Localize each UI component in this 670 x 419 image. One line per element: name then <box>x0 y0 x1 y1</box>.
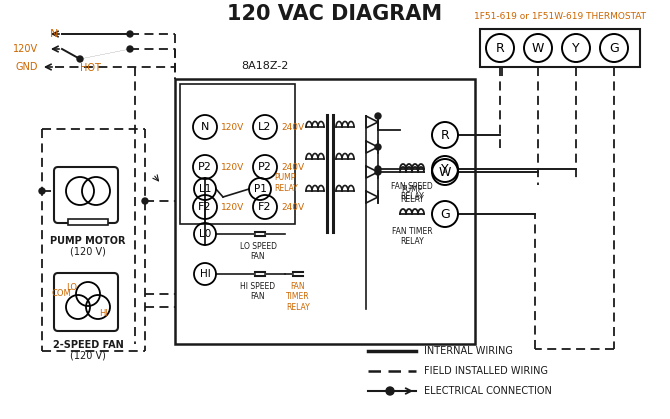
Text: P2: P2 <box>198 162 212 172</box>
FancyBboxPatch shape <box>180 84 295 224</box>
Circle shape <box>39 188 45 194</box>
Text: 120V: 120V <box>221 202 245 212</box>
Text: 2-SPEED FAN: 2-SPEED FAN <box>53 340 123 350</box>
Text: 1F51-619 or 1F51W-619 THERMOSTAT: 1F51-619 or 1F51W-619 THERMOSTAT <box>474 12 646 21</box>
Circle shape <box>142 198 148 204</box>
Text: FAN TIMER
RELAY: FAN TIMER RELAY <box>392 227 432 246</box>
Text: Y: Y <box>441 163 449 176</box>
Bar <box>68 219 108 225</box>
Text: 240V: 240V <box>281 163 304 171</box>
Text: PUMP MOTOR: PUMP MOTOR <box>50 236 126 246</box>
Text: COM: COM <box>52 290 72 298</box>
Text: FAN
TIMER
RELAY: FAN TIMER RELAY <box>286 282 310 312</box>
Text: N: N <box>50 29 58 39</box>
FancyBboxPatch shape <box>480 29 640 67</box>
Text: 240V: 240V <box>281 122 304 132</box>
Text: 120V: 120V <box>221 163 245 171</box>
Text: LO SPEED
FAN: LO SPEED FAN <box>239 242 277 261</box>
FancyBboxPatch shape <box>54 167 118 223</box>
FancyBboxPatch shape <box>54 273 118 331</box>
Text: 120V: 120V <box>221 122 245 132</box>
Text: F2: F2 <box>258 202 272 212</box>
Text: HOT: HOT <box>80 63 100 73</box>
Text: G: G <box>440 207 450 220</box>
Text: 120 VAC DIAGRAM: 120 VAC DIAGRAM <box>227 4 443 24</box>
Text: 8A18Z-2: 8A18Z-2 <box>241 61 289 71</box>
Text: 240V: 240V <box>281 202 304 212</box>
Text: (120 V): (120 V) <box>70 246 106 256</box>
Text: R: R <box>441 129 450 142</box>
Text: FAN SPEED
RELAY: FAN SPEED RELAY <box>391 182 433 202</box>
Text: PUMP
RELAY: PUMP RELAY <box>274 173 297 193</box>
Text: LO: LO <box>66 282 78 292</box>
Text: L1: L1 <box>199 184 211 194</box>
FancyBboxPatch shape <box>175 79 475 344</box>
Circle shape <box>386 387 394 395</box>
Text: HI SPEED
FAN: HI SPEED FAN <box>241 282 275 301</box>
Text: ELECTRICAL CONNECTION: ELECTRICAL CONNECTION <box>424 386 552 396</box>
Circle shape <box>375 166 381 172</box>
Text: W: W <box>532 41 544 54</box>
Circle shape <box>375 169 381 175</box>
Text: PUMP
RELAY: PUMP RELAY <box>400 185 424 204</box>
Text: HI: HI <box>100 310 109 318</box>
Text: L0: L0 <box>199 229 211 239</box>
Text: W: W <box>439 166 451 178</box>
Text: INTERNAL WIRING: INTERNAL WIRING <box>424 346 513 356</box>
Text: F2: F2 <box>198 202 212 212</box>
Circle shape <box>375 144 381 150</box>
Text: GND: GND <box>15 62 38 72</box>
Text: P2: P2 <box>258 162 272 172</box>
Circle shape <box>127 31 133 37</box>
Text: N: N <box>201 122 209 132</box>
Text: R: R <box>496 41 505 54</box>
Text: G: G <box>609 41 619 54</box>
Text: FIELD INSTALLED WIRING: FIELD INSTALLED WIRING <box>424 366 548 376</box>
Circle shape <box>77 56 83 62</box>
Text: 120V: 120V <box>13 44 38 54</box>
Text: HI: HI <box>200 269 210 279</box>
Text: P1: P1 <box>253 184 267 194</box>
Text: Y: Y <box>572 41 580 54</box>
Text: L2: L2 <box>259 122 272 132</box>
Circle shape <box>127 46 133 52</box>
Text: (120 V): (120 V) <box>70 350 106 360</box>
Circle shape <box>375 113 381 119</box>
